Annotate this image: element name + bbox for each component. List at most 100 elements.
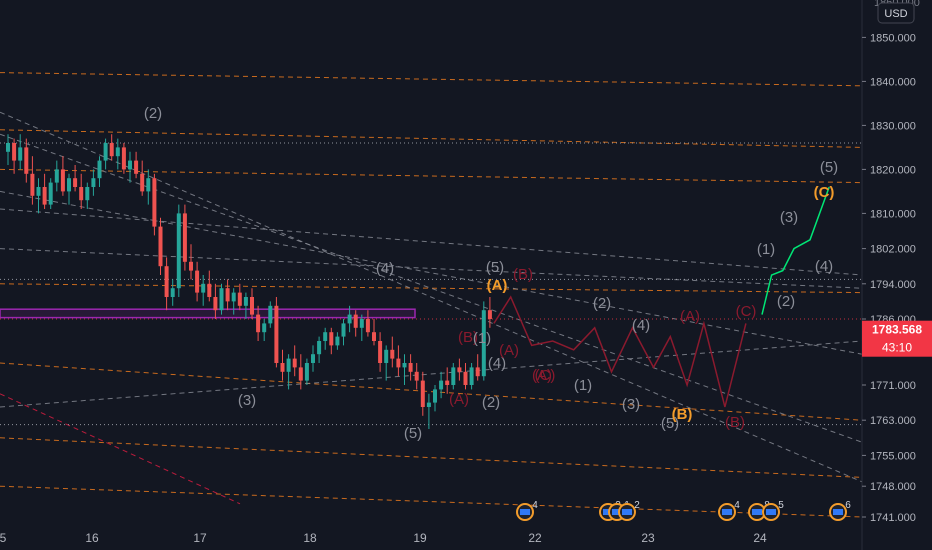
candle-body xyxy=(201,283,206,293)
candle-body xyxy=(36,187,41,196)
candle-body xyxy=(60,169,65,192)
event-count: 2 xyxy=(634,500,640,511)
candle-body xyxy=(6,143,10,152)
red-trend-line xyxy=(0,393,241,505)
candle-body xyxy=(115,147,120,157)
candle-body xyxy=(445,380,450,385)
resistance-zone xyxy=(0,308,416,319)
wave-label: (1) xyxy=(473,330,491,347)
candle-body xyxy=(182,213,187,262)
candle-body xyxy=(262,323,267,333)
event-markers[interactable]: 42124856 xyxy=(516,500,851,521)
event-count: 6 xyxy=(845,500,851,511)
candle-body xyxy=(268,305,273,324)
candle-body xyxy=(219,288,224,311)
flag-icon xyxy=(722,509,732,515)
candle-body xyxy=(481,310,486,377)
wave-label: (C) xyxy=(535,367,556,384)
candle-body xyxy=(207,283,212,297)
candle-body xyxy=(420,380,425,407)
wave-label: (2) xyxy=(593,295,611,312)
wave-label: (4) xyxy=(632,317,650,334)
event-count: 4 xyxy=(532,500,538,511)
candle-body xyxy=(408,363,413,372)
candle-body xyxy=(317,341,322,355)
candle-body xyxy=(140,173,145,192)
x-tick-label: 17 xyxy=(193,531,207,545)
wave-label: (C) xyxy=(814,184,835,201)
drawing-lines xyxy=(0,72,863,518)
candle-body xyxy=(286,358,291,372)
flag-icon xyxy=(520,509,530,515)
wave-label: (C) xyxy=(736,303,757,320)
candle-body xyxy=(487,310,492,319)
wave-label: (2) xyxy=(482,394,500,411)
candle-body xyxy=(311,354,315,363)
wave-label: (4) xyxy=(376,260,394,277)
time-axis: 5 16 17 18 19 22 23 24 xyxy=(0,531,767,545)
wave-label: (2) xyxy=(777,293,795,310)
event-marker[interactable]: 2 xyxy=(618,500,640,521)
candle-body xyxy=(42,187,47,205)
wave-label: (4) xyxy=(815,258,833,275)
y-tick-label: 1794.000 xyxy=(870,279,916,291)
candle-body xyxy=(189,261,193,271)
candle-body xyxy=(164,266,169,297)
event-marker[interactable]: 5 xyxy=(762,500,784,521)
candle-body xyxy=(91,178,96,187)
wave-label: (3) xyxy=(780,209,798,226)
candle-body xyxy=(463,371,468,385)
candle-body xyxy=(439,380,444,390)
flag-icon xyxy=(612,509,622,515)
price-axis-panel[interactable] xyxy=(862,0,932,550)
event-marker[interactable]: 6 xyxy=(829,500,851,521)
y-tick-label: 1830.000 xyxy=(870,120,916,132)
y-tick-label: 1771.000 xyxy=(870,380,916,392)
candle-body xyxy=(250,297,254,315)
candle-body xyxy=(48,182,53,205)
y-tick-label: 1748.000 xyxy=(870,481,916,493)
wave-label: (A) xyxy=(449,391,469,408)
candle-body xyxy=(176,213,181,289)
candle-body xyxy=(79,187,84,201)
x-tick-label: 18 xyxy=(303,531,317,545)
event-marker[interactable]: 4 xyxy=(516,500,538,521)
candle-body xyxy=(54,169,59,183)
y-tick-label: 1755.000 xyxy=(870,450,916,462)
candle-body xyxy=(134,160,139,174)
wave-label: (2) xyxy=(144,105,162,122)
candle-body xyxy=(475,367,480,377)
countdown-label: 43:10 xyxy=(882,341,912,355)
flag-icon xyxy=(752,509,762,515)
flag-icon xyxy=(766,509,776,515)
candle-body xyxy=(396,358,401,368)
candles xyxy=(6,134,492,429)
candle-body xyxy=(103,143,108,161)
wave-label: (5) xyxy=(486,259,504,276)
wave-label: (3) xyxy=(238,392,256,409)
wave-label: (B) xyxy=(725,414,745,431)
currency-badge[interactable] xyxy=(877,2,915,24)
candle-body xyxy=(152,178,157,227)
candle-body xyxy=(304,363,309,381)
candle-body xyxy=(170,288,175,297)
y-tick-label: 1850.000 xyxy=(870,32,916,44)
event-count: 5 xyxy=(778,500,784,511)
y-tick-label: 1840.000 xyxy=(870,76,916,88)
wave-label: (1) xyxy=(757,241,775,258)
wave-label: (5) xyxy=(661,415,679,432)
event-marker[interactable]: 4 xyxy=(718,500,740,521)
candle-body xyxy=(414,371,419,381)
candle-body xyxy=(359,319,364,328)
candle-body xyxy=(347,314,352,324)
candle-body xyxy=(67,178,71,192)
candle-body xyxy=(85,187,90,201)
currency-label: USD xyxy=(884,8,907,20)
candle-body xyxy=(121,147,126,170)
wave-label: (A) xyxy=(680,308,700,325)
y-tick-label: 1802.000 xyxy=(870,244,916,256)
candle-body xyxy=(372,332,376,341)
wave-label: (A) xyxy=(532,367,552,384)
wave-label: (5) xyxy=(404,425,422,442)
